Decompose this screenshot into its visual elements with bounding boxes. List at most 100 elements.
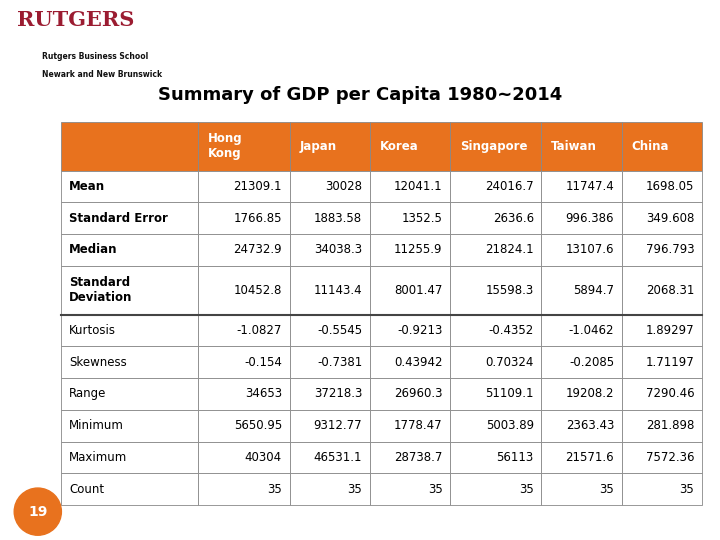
Text: 0.70324: 0.70324 bbox=[485, 356, 534, 369]
Text: 35: 35 bbox=[348, 483, 362, 496]
Text: 2363.43: 2363.43 bbox=[566, 419, 614, 432]
Bar bbox=[289, 266, 370, 315]
Text: -0.2085: -0.2085 bbox=[569, 356, 614, 369]
Text: 1778.47: 1778.47 bbox=[394, 419, 443, 432]
Bar bbox=[199, 410, 289, 442]
Bar bbox=[622, 202, 702, 234]
Text: -0.5545: -0.5545 bbox=[317, 324, 362, 337]
Text: 1.71197: 1.71197 bbox=[646, 356, 694, 369]
Bar bbox=[199, 315, 289, 347]
Text: Korea: Korea bbox=[379, 139, 418, 153]
Text: Rutgers Business School: Rutgers Business School bbox=[42, 52, 149, 60]
Text: Minimum: Minimum bbox=[69, 419, 124, 432]
Text: 35: 35 bbox=[519, 483, 534, 496]
Text: 996.386: 996.386 bbox=[565, 212, 614, 225]
Text: 5003.89: 5003.89 bbox=[486, 419, 534, 432]
Bar bbox=[541, 410, 622, 442]
Bar bbox=[61, 202, 199, 234]
Bar bbox=[289, 347, 370, 378]
Text: 46531.1: 46531.1 bbox=[314, 451, 362, 464]
Bar bbox=[450, 315, 541, 347]
Text: 34653: 34653 bbox=[245, 388, 282, 401]
Bar bbox=[289, 315, 370, 347]
Text: 26960.3: 26960.3 bbox=[394, 388, 443, 401]
Bar bbox=[622, 378, 702, 410]
Bar bbox=[541, 473, 622, 505]
Text: 21309.1: 21309.1 bbox=[233, 180, 282, 193]
Text: 349.608: 349.608 bbox=[646, 212, 694, 225]
Text: 1766.85: 1766.85 bbox=[233, 212, 282, 225]
Bar bbox=[622, 442, 702, 473]
Text: 24016.7: 24016.7 bbox=[485, 180, 534, 193]
Bar bbox=[61, 378, 199, 410]
Text: Taiwan: Taiwan bbox=[551, 139, 597, 153]
Text: 35: 35 bbox=[680, 483, 694, 496]
Bar bbox=[450, 266, 541, 315]
Bar bbox=[450, 378, 541, 410]
Text: 19208.2: 19208.2 bbox=[565, 388, 614, 401]
Bar bbox=[61, 122, 199, 171]
Text: 19: 19 bbox=[28, 505, 48, 518]
Text: 8001.47: 8001.47 bbox=[394, 284, 443, 296]
Bar bbox=[61, 315, 199, 347]
Bar bbox=[450, 171, 541, 202]
Bar bbox=[622, 266, 702, 315]
Text: -1.0827: -1.0827 bbox=[237, 324, 282, 337]
Text: 1698.05: 1698.05 bbox=[646, 180, 694, 193]
Text: 2636.6: 2636.6 bbox=[492, 212, 534, 225]
Text: Hong
Kong: Hong Kong bbox=[208, 132, 243, 160]
Text: 5894.7: 5894.7 bbox=[573, 284, 614, 296]
Bar bbox=[199, 347, 289, 378]
Text: 21571.6: 21571.6 bbox=[565, 451, 614, 464]
Bar bbox=[370, 442, 450, 473]
Text: China: China bbox=[631, 139, 669, 153]
Bar bbox=[199, 473, 289, 505]
Bar bbox=[622, 473, 702, 505]
Bar bbox=[541, 122, 622, 171]
Bar bbox=[289, 171, 370, 202]
Text: 11255.9: 11255.9 bbox=[394, 244, 443, 256]
Bar bbox=[199, 442, 289, 473]
Text: Median: Median bbox=[69, 244, 117, 256]
Bar bbox=[61, 347, 199, 378]
Bar bbox=[61, 171, 199, 202]
Text: 1883.58: 1883.58 bbox=[314, 212, 362, 225]
Bar bbox=[622, 410, 702, 442]
Text: RUTGERS: RUTGERS bbox=[17, 10, 134, 30]
Text: 21824.1: 21824.1 bbox=[485, 244, 534, 256]
Bar bbox=[370, 171, 450, 202]
Text: 11143.4: 11143.4 bbox=[314, 284, 362, 296]
Bar bbox=[450, 347, 541, 378]
Text: 1.89297: 1.89297 bbox=[646, 324, 694, 337]
Bar bbox=[622, 234, 702, 266]
Bar bbox=[370, 347, 450, 378]
Bar bbox=[61, 442, 199, 473]
Text: Standard
Deviation: Standard Deviation bbox=[69, 276, 132, 304]
Text: 56113: 56113 bbox=[497, 451, 534, 464]
Text: Mean: Mean bbox=[69, 180, 105, 193]
Text: 13107.6: 13107.6 bbox=[565, 244, 614, 256]
Bar bbox=[541, 234, 622, 266]
Text: Maximum: Maximum bbox=[69, 451, 127, 464]
Text: 35: 35 bbox=[428, 483, 443, 496]
Bar bbox=[370, 266, 450, 315]
Bar bbox=[199, 234, 289, 266]
Bar bbox=[289, 442, 370, 473]
Text: 9312.77: 9312.77 bbox=[314, 419, 362, 432]
Bar bbox=[61, 410, 199, 442]
Text: 15598.3: 15598.3 bbox=[485, 284, 534, 296]
Bar bbox=[289, 234, 370, 266]
Text: Count: Count bbox=[69, 483, 104, 496]
Text: 7572.36: 7572.36 bbox=[646, 451, 694, 464]
Bar bbox=[199, 266, 289, 315]
Text: -0.9213: -0.9213 bbox=[397, 324, 443, 337]
Bar bbox=[541, 202, 622, 234]
Bar bbox=[541, 347, 622, 378]
Bar bbox=[622, 171, 702, 202]
Text: Skewness: Skewness bbox=[69, 356, 127, 369]
Text: 24732.9: 24732.9 bbox=[233, 244, 282, 256]
Text: Kurtosis: Kurtosis bbox=[69, 324, 116, 337]
Text: 281.898: 281.898 bbox=[646, 419, 694, 432]
Bar bbox=[622, 315, 702, 347]
Bar bbox=[370, 315, 450, 347]
